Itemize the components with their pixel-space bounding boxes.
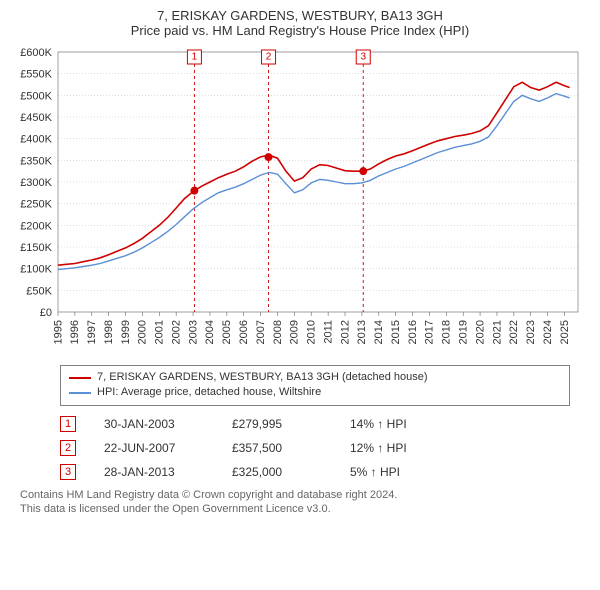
- legend-label: 7, ERISKAY GARDENS, WESTBURY, BA13 3GH (…: [97, 370, 428, 385]
- sale-price: £279,995: [232, 417, 322, 431]
- legend: 7, ERISKAY GARDENS, WESTBURY, BA13 3GH (…: [60, 365, 570, 406]
- svg-text:£50K: £50K: [26, 285, 52, 297]
- svg-text:2015: 2015: [390, 320, 402, 344]
- svg-text:1: 1: [192, 52, 198, 63]
- svg-text:1999: 1999: [120, 320, 132, 344]
- svg-text:£0: £0: [40, 307, 52, 319]
- svg-text:2006: 2006: [238, 320, 250, 344]
- svg-text:1996: 1996: [69, 320, 81, 344]
- svg-text:1995: 1995: [52, 320, 64, 344]
- sale-marker: 1: [60, 416, 76, 432]
- svg-text:£550K: £550K: [20, 69, 52, 81]
- svg-text:2005: 2005: [221, 320, 233, 344]
- legend-item: HPI: Average price, detached house, Wilt…: [69, 385, 561, 400]
- title-main: 7, ERISKAY GARDENS, WESTBURY, BA13 3GH: [10, 8, 590, 23]
- svg-text:2023: 2023: [525, 320, 537, 344]
- chart: £0 £50K £100K £150K £200K £250K £300K £350K £400…: [10, 44, 590, 357]
- title-block: 7, ERISKAY GARDENS, WESTBURY, BA13 3GH P…: [10, 8, 590, 38]
- svg-text:2014: 2014: [373, 320, 385, 344]
- svg-text:2018: 2018: [441, 320, 453, 344]
- svg-text:2021: 2021: [491, 320, 503, 344]
- footer-line-1: Contains HM Land Registry data © Crown c…: [20, 488, 580, 502]
- svg-text:£400K: £400K: [20, 134, 52, 146]
- sale-row: 1 30-JAN-2003 £279,995 14% ↑ HPI: [60, 416, 570, 432]
- svg-text:£300K: £300K: [20, 177, 52, 189]
- sale-hpi-diff: 5% ↑ HPI: [350, 465, 430, 479]
- svg-text:2010: 2010: [306, 320, 318, 344]
- svg-text:2009: 2009: [289, 320, 301, 344]
- svg-text:2011: 2011: [322, 320, 334, 344]
- sale-marker: 3: [60, 464, 76, 480]
- svg-text:£350K: £350K: [20, 155, 52, 167]
- svg-text:2004: 2004: [204, 320, 216, 344]
- footer-line-2: This data is licensed under the Open Gov…: [20, 502, 580, 516]
- svg-text:1998: 1998: [103, 320, 115, 344]
- svg-text:2013: 2013: [356, 320, 368, 344]
- footer-note: Contains HM Land Registry data © Crown c…: [20, 488, 580, 517]
- sales-table: 1 30-JAN-2003 £279,995 14% ↑ HPI 2 22-JUN-200…: [60, 416, 570, 480]
- legend-label: HPI: Average price, detached house, Wilt…: [97, 385, 321, 400]
- svg-text:2019: 2019: [457, 320, 469, 344]
- svg-text:2000: 2000: [137, 320, 149, 344]
- legend-swatch: [69, 392, 91, 394]
- svg-text:£450K: £450K: [20, 112, 52, 124]
- svg-text:2016: 2016: [407, 320, 419, 344]
- svg-text:3: 3: [360, 52, 366, 63]
- svg-text:2024: 2024: [542, 320, 554, 344]
- svg-text:£500K: £500K: [20, 90, 52, 102]
- svg-text:2022: 2022: [508, 320, 520, 344]
- svg-text:2002: 2002: [170, 320, 182, 344]
- svg-text:£200K: £200K: [20, 220, 52, 232]
- chart-svg: £0 £50K £100K £150K £200K £250K £300K £350K £400…: [10, 44, 590, 354]
- sale-hpi-diff: 14% ↑ HPI: [350, 417, 430, 431]
- svg-text:£100K: £100K: [20, 264, 52, 276]
- svg-text:2003: 2003: [187, 320, 199, 344]
- svg-text:2001: 2001: [154, 320, 166, 344]
- sale-marker: 2: [60, 440, 76, 456]
- svg-text:1997: 1997: [86, 320, 98, 344]
- sale-row: 3 28-JAN-2013 £325,000 5% ↑ HPI: [60, 464, 570, 480]
- svg-text:2017: 2017: [424, 320, 436, 344]
- page-container: 7, ERISKAY GARDENS, WESTBURY, BA13 3GH P…: [0, 0, 600, 524]
- sale-date: 30-JAN-2003: [104, 417, 204, 431]
- svg-text:2: 2: [266, 52, 272, 63]
- svg-text:2025: 2025: [559, 320, 571, 344]
- sale-date: 22-JUN-2007: [104, 441, 204, 455]
- sale-price: £357,500: [232, 441, 322, 455]
- svg-text:2008: 2008: [272, 320, 284, 344]
- svg-text:2012: 2012: [339, 320, 351, 344]
- svg-text:£250K: £250K: [20, 199, 52, 211]
- sale-row: 2 22-JUN-2007 £357,500 12% ↑ HPI: [60, 440, 570, 456]
- svg-text:2020: 2020: [474, 320, 486, 344]
- sale-price: £325,000: [232, 465, 322, 479]
- sale-hpi-diff: 12% ↑ HPI: [350, 441, 430, 455]
- sale-date: 28-JAN-2013: [104, 465, 204, 479]
- title-sub: Price paid vs. HM Land Registry's House …: [10, 23, 590, 38]
- svg-text:£600K: £600K: [20, 47, 52, 59]
- legend-item: 7, ERISKAY GARDENS, WESTBURY, BA13 3GH (…: [69, 370, 561, 385]
- legend-swatch: [69, 377, 91, 379]
- svg-text:£150K: £150K: [20, 242, 52, 254]
- svg-text:2007: 2007: [255, 320, 267, 344]
